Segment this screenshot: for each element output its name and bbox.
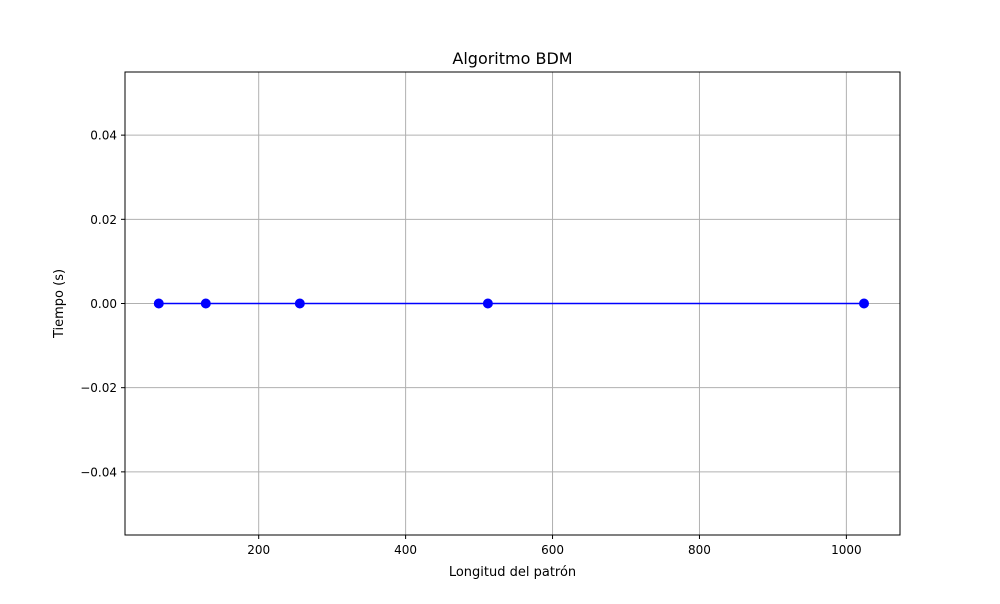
y-tick-label: −0.04: [80, 465, 117, 479]
data-point-marker: [200, 298, 211, 309]
y-axis-label: Tiempo (s): [52, 269, 67, 339]
data-point-marker: [859, 298, 870, 309]
x-tick-label: 400: [394, 543, 417, 557]
chart-title: Algoritmo BDM: [452, 49, 572, 68]
tick-layer: 200 400 600 800 1000 −0.04 −0.02 0.00 0.02 0.04: [80, 129, 861, 557]
y-tick-label: 0.02: [90, 213, 117, 227]
x-tick-label: 200: [247, 543, 270, 557]
y-tick-label: 0.00: [90, 297, 117, 311]
data-point-marker: [294, 298, 305, 309]
data-point-marker: [482, 298, 493, 309]
y-tick-label: −0.02: [80, 381, 117, 395]
x-axis-label: Longitud del patrón: [449, 565, 576, 580]
series-layer: [153, 298, 870, 309]
x-tick-label: 800: [688, 543, 711, 557]
x-tick-label: 1000: [831, 543, 862, 557]
y-tick-label: 0.04: [90, 129, 117, 143]
data-point-marker: [153, 298, 164, 309]
x-tick-label: 600: [541, 543, 564, 557]
